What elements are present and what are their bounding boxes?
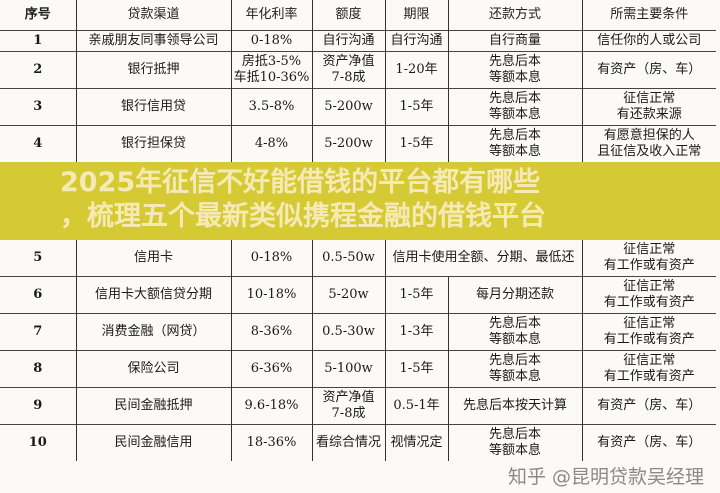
cell-no: 8 [0,350,76,388]
cell-cond: 有资产（房、车） [581,51,716,89]
header-rate: 年化利率 [230,0,312,31]
cell-channel: 信用卡 [75,240,231,277]
cell-cond: 有愿意担保的人 且征信及收入正常 [581,125,716,162]
cell-repay: 先息后本 等额本息 [447,125,582,162]
cell-no: 6 [0,276,76,314]
cell-term: 0.5-1年 [384,387,448,425]
cell-amount: 0.5-30w [311,313,385,351]
header-row: 序号 贷款渠道 年化利率 额度 期限 还款方式 所需主要条件 [0,0,716,31]
table-row: 7 消费金融（网贷） 8-36% 0.5-30w 1-3年 先息后本 等额本息 征信正常 有… [0,313,717,351]
watermark: 知乎 @昆明贷款吴经理 [507,466,704,488]
cell-no: 9 [0,387,76,425]
table-row: 8 保险公司 6-36% 5-100w 1-5年 先息后本 等额本息 征信正常 有工作或有资… [0,350,717,388]
cell-cond: 有资产（房、车） [581,387,717,425]
cell-channel: 亲戚朋友同事领导公司 [75,30,231,52]
cell-no: 4 [0,125,76,162]
cell-cond: 征信正常 有工作或有资产 [581,313,717,351]
loan-channels-table-top: 序号 贷款渠道 年化利率 额度 期限 还款方式 所需主要条件 1 亲戚朋友同事领导… [0,0,716,162]
cell-cond: 信任你的人或公司 [581,30,716,52]
cell-amount: 资产净值 7-8成 [311,387,385,425]
cell-rate: 18-36% [230,424,312,461]
cell-rate: 8-36% [230,313,312,351]
cell-no: 7 [0,313,76,351]
cell-cond: 征信正常 有还款来源 [581,88,716,126]
cell-term: 1-5年 [384,125,448,162]
cell-repay: 自行商量 [447,30,582,52]
cell-no: 2 [0,51,76,89]
cell-amount: 自行沟通 [311,30,385,52]
header-amount: 额度 [311,0,385,31]
cell-term: 视情况定 [384,424,448,461]
cell-no: 3 [0,88,76,126]
cell-channel: 保险公司 [75,350,231,388]
cell-channel: 信用卡大额信贷分期 [75,276,231,314]
cell-repay: 先息后本 等额本息 [447,88,582,126]
cell-term: 信用卡使用全额、分期、最低还 [384,240,583,277]
cell-no: 10 [0,424,76,461]
cell-cond: 征信正常 有工作或有资产 [581,276,717,314]
header-repay: 还款方式 [447,0,582,31]
cell-channel: 银行担保贷 [75,125,231,162]
cell-repay: 先息后本按天计算 [447,387,583,425]
header-channel: 贷款渠道 [75,0,231,31]
cell-amount: 0.5-50w [311,240,385,277]
cell-term: 1-5年 [384,350,448,388]
cell-rate: 3.5-8% [230,88,312,126]
table-row: 2 银行抵押 房抵3-5% 车抵10-36% 资产净值 7-8成 1-20年 先息后本 等… [0,51,716,89]
cell-channel: 银行信用贷 [75,88,231,126]
cell-term: 1-3年 [384,313,448,351]
table-row: 4 银行担保贷 4-8% 5-200w 1-5年 先息后本 等额本息 有愿意担保的人 且征信… [0,125,716,162]
table-row: 3 银行信用贷 3.5-8% 5-200w 1-5年 先息后本 等额本息 征信正常 有还款来… [0,88,716,126]
cell-term: 1-5年 [384,88,448,126]
cell-repay: 先息后本 等额本息 [447,350,583,388]
loan-channels-table-bottom: 5 信用卡 0-18% 0.5-50w 信用卡使用全额、分期、最低还 征信正常 有工作或有… [0,240,717,461]
title-banner: 2025年征信不好能借钱的平台都有哪些 ，梳理五个最新类似携程金融的借钱平台 [0,162,720,240]
cell-rate: 4-8% [230,125,312,162]
cell-repay: 每月分期还款 [447,276,583,314]
cell-term: 自行沟通 [384,30,448,52]
cell-rate: 9.6-18% [230,387,312,425]
cell-channel: 消费金融（网贷） [75,313,231,351]
cell-amount: 5-100w [311,350,385,388]
cell-repay: 先息后本 等额本息 [447,51,582,89]
table-row: 6 信用卡大额信贷分期 10-18% 5-20w 1-5年 每月分期还款 征信正常 有工作或… [0,276,717,314]
cell-no: 5 [33,250,43,265]
table-row: 9 民间金融抵押 9.6-18% 资产净值 7-8成 0.5-1年 先息后本按天计算 有资产… [0,387,717,425]
cell-channel: 民间金融抵押 [75,387,231,425]
cell-channel: 银行抵押 [75,51,231,89]
cell-cond: 有资产（房、车） [581,424,717,461]
cell-term: 1-5年 [384,276,448,314]
table-row: 5 信用卡 0-18% 0.5-50w 信用卡使用全额、分期、最低还 征信正常 有工作或有… [0,240,717,277]
cell-no: 1 [0,30,76,52]
header-term: 期限 [384,0,448,31]
banner-title-line-1: 2025年征信不好能借钱的平台都有哪些 [60,167,541,198]
cell-rate: 0-18% [230,30,312,52]
cell-amount: 5-200w [311,88,385,126]
cell-cond: 征信正常 有工作或有资产 [581,240,717,277]
banner-title-line-2: ，梳理五个最新类似携程金融的借钱平台 [60,201,546,232]
cell-rate: 0-18% [230,240,312,277]
cell-rate: 6-36% [230,350,312,388]
cell-rate: 房抵3-5% 车抵10-36% [230,51,312,89]
header-cond: 所需主要条件 [581,0,716,31]
header-no: 序号 [24,7,51,22]
table-row: 10 民间金融信用 18-36% 看综合情况 视情况定 先息后本 等额本息 有资产（房、车） [0,424,717,461]
cell-amount: 资产净值 7-8成 [311,51,385,89]
cell-amount: 5-200w [311,125,385,162]
cell-term: 1-20年 [384,51,448,89]
cell-channel: 民间金融信用 [75,424,231,461]
cell-amount: 5-20w [311,276,385,314]
table-row: 1 亲戚朋友同事领导公司 0-18% 自行沟通 自行沟通 自行商量 信任你的人或公司 [0,30,716,52]
cell-repay: 先息后本 等额本息 [447,424,583,461]
cell-amount: 看综合情况 [311,424,385,461]
cell-cond: 征信正常 有工作或有资产 [581,350,717,388]
cell-rate: 10-18% [230,276,312,314]
cell-repay: 先息后本 等额本息 [447,313,583,351]
